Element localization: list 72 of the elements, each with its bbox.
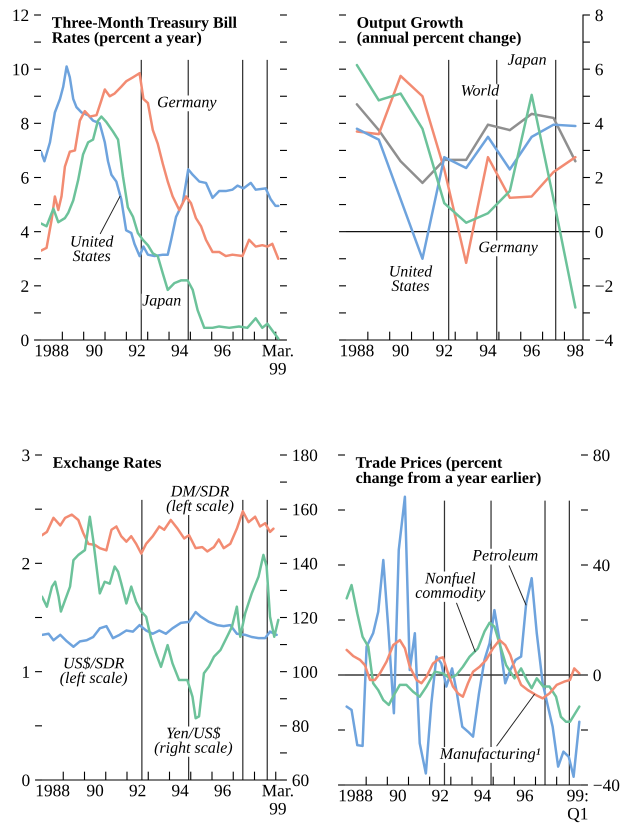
y-tick-label: 2 bbox=[22, 558, 30, 570]
y-tick-label: 0 bbox=[22, 774, 30, 786]
x-tick-label: Mar. 99 bbox=[262, 784, 293, 815]
y2-tick-label: 160 bbox=[293, 504, 318, 516]
x-tick-label: 94 bbox=[172, 784, 189, 796]
x-tick-label: 94 bbox=[480, 344, 496, 356]
annotation: United States bbox=[71, 235, 114, 262]
x-tick-label: 92 bbox=[436, 344, 452, 356]
annotation: World bbox=[462, 84, 500, 96]
line-series bbox=[356, 103, 577, 184]
annotation: Germany bbox=[158, 96, 217, 111]
y-tick-label: 80 bbox=[593, 449, 610, 462]
y-tick-label: 4 bbox=[20, 226, 29, 238]
annotation: Germany bbox=[479, 242, 538, 256]
y-tick-label: 3 bbox=[22, 450, 30, 462]
x-tick-label: 96 bbox=[214, 344, 231, 356]
y2-tick-label: 140 bbox=[293, 558, 318, 570]
chart-title: Exchange Rates bbox=[52, 456, 162, 472]
x-tick-label: 90 bbox=[392, 344, 409, 356]
y-tick-label: 8 bbox=[21, 118, 29, 130]
annotation: Japan bbox=[142, 295, 181, 309]
y-tick-label: 0 bbox=[593, 669, 601, 682]
x-tick-label: 92 bbox=[432, 790, 448, 802]
line-series bbox=[42, 516, 280, 720]
line-series bbox=[345, 638, 581, 700]
annotation: US$/SDR (left scale) bbox=[60, 656, 128, 686]
text: Trade Prices (percent change from a year earlier) bbox=[356, 456, 541, 486]
y-tick-label: −40 bbox=[594, 779, 620, 792]
x-tick-label: Mar. 99 bbox=[262, 344, 293, 375]
x-tick-label: 92 bbox=[130, 784, 146, 796]
y2-tick-label: 60 bbox=[292, 774, 309, 786]
line-series bbox=[356, 74, 577, 264]
line-series bbox=[42, 610, 278, 648]
y-tick-label: 0 bbox=[21, 334, 29, 346]
y2-tick-label: 120 bbox=[293, 612, 318, 624]
x-tick-label: 96 bbox=[524, 344, 540, 356]
y2-tick-label: 80 bbox=[292, 720, 309, 732]
x-tick-label: 90 bbox=[390, 790, 406, 802]
x-tick-label: 1988 bbox=[36, 784, 70, 796]
x-tick-label: 96 bbox=[516, 790, 534, 802]
x-tick-label: 99: Q1 bbox=[567, 790, 588, 822]
annotation: Yen/US$ (right scale) bbox=[154, 726, 232, 756]
y-tick-label: 1 bbox=[23, 666, 30, 678]
x-tick-label: 1988 bbox=[36, 344, 68, 356]
x-tick-label: 96 bbox=[214, 784, 231, 796]
y-tick-label: 12 bbox=[13, 10, 28, 22]
x-tick-label: 94 bbox=[172, 344, 188, 356]
text: Three-Month Treasury Bill Rates (percent a year) bbox=[52, 16, 237, 46]
y-tick-label: 2 bbox=[21, 280, 28, 292]
annotation: Japan bbox=[508, 54, 546, 68]
annotation: DM/SDR (left scale) bbox=[166, 486, 234, 514]
annotation: Manufacturing¹ bbox=[440, 748, 540, 762]
y2-tick-label: −2 bbox=[596, 280, 612, 292]
x-tick-label: 94 bbox=[474, 790, 491, 802]
x-tick-label: 1988 bbox=[340, 790, 372, 802]
annotation: Petroleum bbox=[472, 549, 538, 561]
line-series bbox=[356, 123, 577, 260]
text: Output Growth (annual percent change) bbox=[357, 16, 521, 46]
y-tick-label: 10 bbox=[13, 64, 29, 76]
x-tick-label: 92 bbox=[128, 344, 145, 356]
line-series bbox=[345, 496, 581, 778]
y-tick-label: 40 bbox=[593, 559, 610, 572]
x-tick-label: 90 bbox=[87, 784, 104, 796]
annotation: Nonfuel commodity bbox=[416, 572, 486, 602]
x-tick-label: 1988 bbox=[341, 344, 374, 356]
y2-tick-label: 180 bbox=[293, 449, 318, 462]
y2-tick-label: 100 bbox=[293, 666, 318, 678]
y2-tick-label: −4 bbox=[596, 334, 614, 346]
annotation: United States bbox=[390, 265, 432, 292]
x-tick-label: 98 bbox=[567, 344, 584, 356]
x-tick-label: 90 bbox=[86, 344, 102, 356]
y-tick-label: 6 bbox=[21, 172, 29, 184]
